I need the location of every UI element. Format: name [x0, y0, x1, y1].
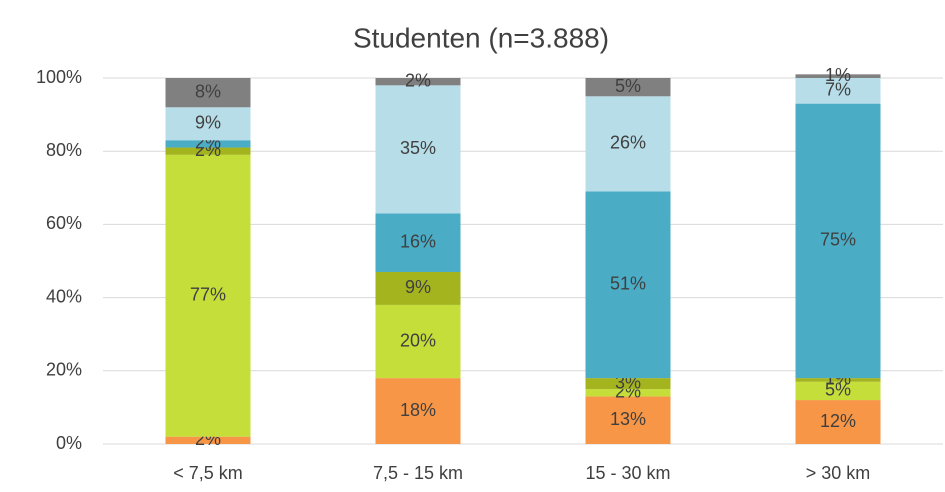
- y-tick-label: 0%: [56, 433, 82, 453]
- y-tick-label: 60%: [46, 213, 82, 233]
- bar-segment: [795, 378, 881, 382]
- data-label: 1%: [825, 65, 851, 85]
- bar-segment: [375, 378, 461, 444]
- data-label: 5%: [825, 380, 851, 400]
- bar-segment: [585, 96, 671, 192]
- data-label: 77%: [190, 285, 226, 305]
- x-tick-label: 15 - 30 km: [585, 463, 670, 483]
- data-label: 26%: [610, 133, 646, 153]
- bar-segment: [165, 436, 251, 444]
- data-label: 2%: [405, 70, 431, 90]
- bar-segment: [795, 78, 881, 104]
- data-label: 9%: [195, 113, 221, 133]
- data-label: 9%: [405, 277, 431, 297]
- bar-segment: [585, 396, 671, 444]
- chart-title: Studenten (n=3.888): [353, 22, 609, 53]
- data-label: 5%: [615, 76, 641, 96]
- y-tick-label: 20%: [46, 360, 82, 380]
- bar-segment: [585, 378, 671, 390]
- data-label: 7%: [825, 80, 851, 100]
- bar-segment: [795, 103, 881, 379]
- data-label: 20%: [400, 330, 436, 350]
- y-tick-label: 80%: [46, 140, 82, 160]
- x-tick-label: 7,5 - 15 km: [373, 463, 463, 483]
- bar-segment: [795, 381, 881, 401]
- bar-segment: [585, 191, 671, 379]
- data-label: 8%: [195, 81, 221, 101]
- x-tick-label: > 30 km: [806, 463, 871, 483]
- bar-segment: [375, 213, 461, 272]
- bar-segment: [795, 400, 881, 444]
- data-label: 75%: [820, 230, 856, 250]
- x-tick-label: < 7,5 km: [173, 463, 243, 483]
- bar-segment: [375, 271, 461, 305]
- bar-segment: [375, 78, 461, 86]
- bar-segment: [375, 85, 461, 214]
- data-label: 51%: [610, 274, 646, 294]
- bar-segment: [165, 140, 251, 148]
- y-tick-label: 40%: [46, 286, 82, 306]
- bar-segment: [165, 107, 251, 141]
- bar-segment: [165, 78, 251, 108]
- data-label: 13%: [610, 409, 646, 429]
- bar-segment: [585, 78, 671, 97]
- data-label: 16%: [400, 231, 436, 251]
- bar-segment: [585, 389, 671, 397]
- data-label: 35%: [400, 138, 436, 158]
- data-label: 18%: [400, 400, 436, 420]
- bar-segment: [795, 74, 881, 78]
- bar-segment: [165, 147, 251, 155]
- data-label: 12%: [820, 411, 856, 431]
- bar-segment: [375, 304, 461, 379]
- y-tick-label: 100%: [36, 67, 82, 87]
- bar-segment: [165, 154, 251, 437]
